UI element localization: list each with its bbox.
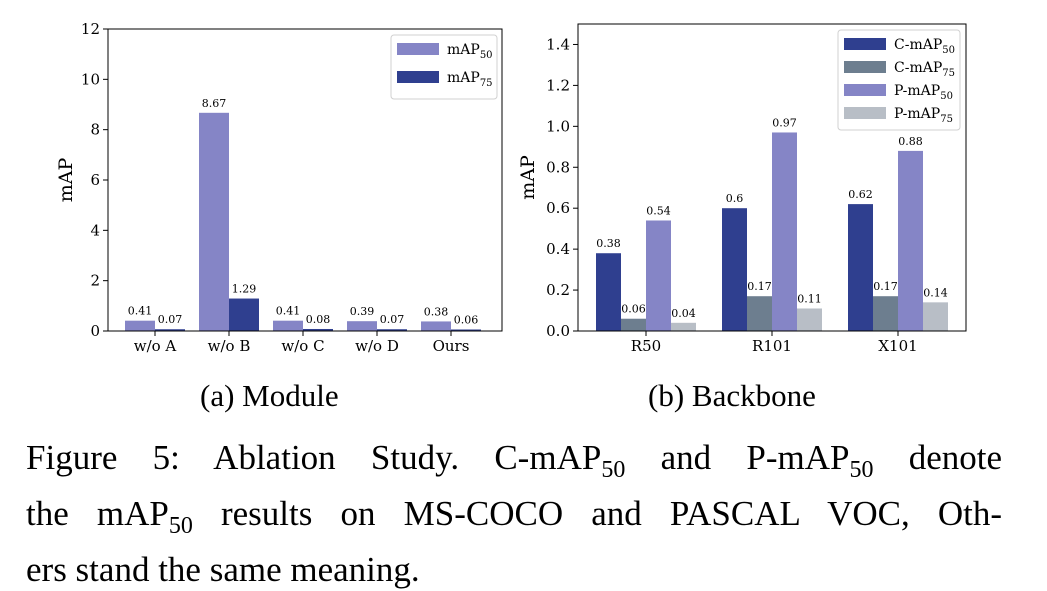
legend-box: [837, 29, 961, 131]
x-tick-label: w/o D: [355, 337, 399, 355]
y-tick-label: 0.8: [546, 158, 570, 176]
bar-value-label: 0.17: [873, 280, 898, 293]
legend-entry: C-mAP75: [894, 60, 955, 79]
bar-value-label: 0.6: [726, 192, 744, 205]
bar-value-label: 1.29: [232, 283, 257, 296]
y-tick-label: 4: [90, 221, 100, 239]
figure-caption: Figure 5: Ablation Study. C-mAP50 and P-…: [26, 436, 1002, 591]
bar-X101-s1: [873, 296, 898, 331]
bar-woB-s0: [199, 112, 229, 332]
bar-value-label: 0.11: [797, 292, 822, 305]
bar-value-label: 0.08: [306, 313, 331, 326]
subcaption-module: (a) Module: [200, 378, 339, 413]
bar-value-label: 0.41: [128, 305, 153, 318]
bar-R50-s2: [646, 220, 671, 331]
y-tick-label: 1.2: [546, 76, 570, 94]
x-tick-label: w/o C: [281, 337, 324, 355]
x-tick-label: X101: [878, 337, 917, 355]
caption-line-1: Figure 5: Ablation Study. C-mAP50 and P-…: [26, 438, 1003, 483]
bar-value-label: 0.04: [671, 307, 696, 320]
chart-1: 0.38 0.06 0.54 0.04 R50 0.6 0.17 0.97 0.11 R101 0.…: [517, 23, 967, 355]
y-tick-label: 2: [90, 272, 100, 290]
bar-value-label: 0.41: [276, 305, 301, 318]
y-tick-label: 0: [90, 322, 100, 340]
bar-value-label: 0.39: [350, 305, 375, 318]
bar-R50-s1: [621, 318, 646, 331]
y-tick-label: 0.0: [546, 322, 570, 340]
bar-woC-s1: [303, 328, 333, 331]
bar-woB-s1: [229, 298, 259, 331]
bar-woA-s0: [125, 320, 155, 331]
bar-value-label: 0.38: [596, 237, 621, 250]
bar-X101-s2: [898, 150, 923, 331]
bar-value-label: 0.17: [747, 280, 772, 293]
bar-Ours-s0: [421, 321, 451, 331]
legend-entry: P-mAP50: [894, 83, 953, 102]
y-tick-label: 0.2: [546, 281, 570, 299]
bar-value-label: 8.67: [202, 97, 227, 110]
x-tick-label: R101: [752, 337, 792, 355]
legend-entry: C-mAP50: [894, 37, 955, 56]
bar-value-label: 0.97: [772, 116, 797, 129]
bar-value-label: 0.88: [898, 135, 923, 148]
bar-value-label: 0.06: [621, 303, 646, 316]
legend-swatch: [844, 61, 886, 73]
legend-swatch: [844, 38, 886, 50]
bar-R50-s0: [596, 253, 621, 331]
y-tick-label: 1.0: [546, 117, 570, 135]
bar-X101-s0: [848, 204, 873, 331]
bar-R101-s0: [722, 208, 747, 331]
legend-swatch: [844, 107, 886, 119]
legend-swatch: [844, 84, 886, 96]
y-tick-label: 0.6: [546, 199, 570, 217]
bar-woD-s0: [347, 321, 377, 331]
chart-0: 0.41 0.07 w/o A 8.67 1.29 w/o B 0.41 0.08 w/o C 0…: [55, 20, 503, 355]
bar-value-label: 0.07: [158, 313, 183, 326]
bar-R101-s1: [747, 296, 772, 331]
x-tick-label: R50: [631, 337, 661, 355]
bar-woD-s1: [377, 329, 407, 331]
y-tick-label: 12: [81, 20, 100, 38]
bar-value-label: 0.54: [646, 204, 671, 217]
bar-woA-s1: [155, 329, 185, 331]
legend-entry: mAP75: [447, 70, 493, 89]
y-tick-label: 1.4: [546, 35, 570, 53]
bar-value-label: 0.14: [923, 286, 948, 299]
bar-woC-s0: [273, 320, 303, 331]
x-tick-label: Ours: [433, 337, 470, 355]
caption-line-3: ers stand the same meaning.: [26, 550, 420, 589]
legend: C-mAP50 C-mAP75 P-mAP50 P-mAP75: [837, 29, 961, 131]
axes-frame: [577, 23, 967, 332]
y-tick-label: 10: [81, 70, 100, 88]
figure: 0.410.07w/o A8.671.29w/o B0.410.08w/o C0…: [55, 20, 967, 355]
y-axis-label: mAP: [517, 155, 539, 200]
y-axis-label: mAP: [55, 158, 77, 203]
legend-swatch: [397, 71, 439, 83]
axes-frame: [107, 28, 503, 332]
bar-R101-s2: [772, 132, 797, 331]
legend-entry: P-mAP75: [894, 106, 953, 125]
bar-value-label: 0.62: [848, 188, 873, 201]
caption-line-2: the mAP50 results on MS-COCO and PASCAL …: [26, 494, 1002, 539]
x-tick-label: w/o A: [134, 337, 177, 355]
bar-X101-s3: [923, 302, 948, 331]
subcaption-backbone: (b) Backbone: [648, 378, 816, 413]
bar-R101-s3: [797, 308, 822, 331]
bar-value-label: 0.38: [424, 305, 449, 318]
x-tick-label: w/o B: [208, 337, 251, 355]
y-tick-label: 6: [90, 171, 100, 189]
bar-value-label: 0.06: [454, 313, 479, 326]
bar-Ours-s1: [451, 329, 481, 331]
bar-value-label: 0.07: [380, 313, 405, 326]
legend-swatch: [397, 43, 439, 55]
legend: mAP50 mAP75: [390, 34, 498, 100]
y-tick-label: 0.4: [546, 240, 570, 258]
bar-R50-s3: [671, 322, 696, 331]
legend-entry: mAP50: [447, 42, 493, 61]
y-tick-label: 8: [90, 121, 100, 139]
